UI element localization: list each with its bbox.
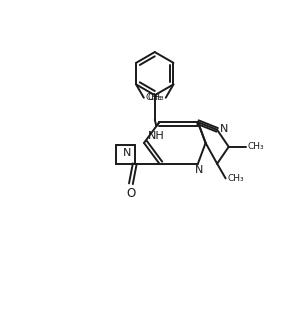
Text: N: N (123, 148, 132, 158)
Text: N: N (220, 124, 229, 134)
Text: CH₃: CH₃ (227, 174, 244, 183)
Text: CH₃: CH₃ (247, 142, 264, 151)
Text: CH₃: CH₃ (148, 93, 164, 102)
Text: N: N (194, 165, 203, 175)
Text: CH₃: CH₃ (145, 93, 162, 102)
Text: NH: NH (148, 131, 165, 141)
Text: O: O (126, 187, 136, 200)
